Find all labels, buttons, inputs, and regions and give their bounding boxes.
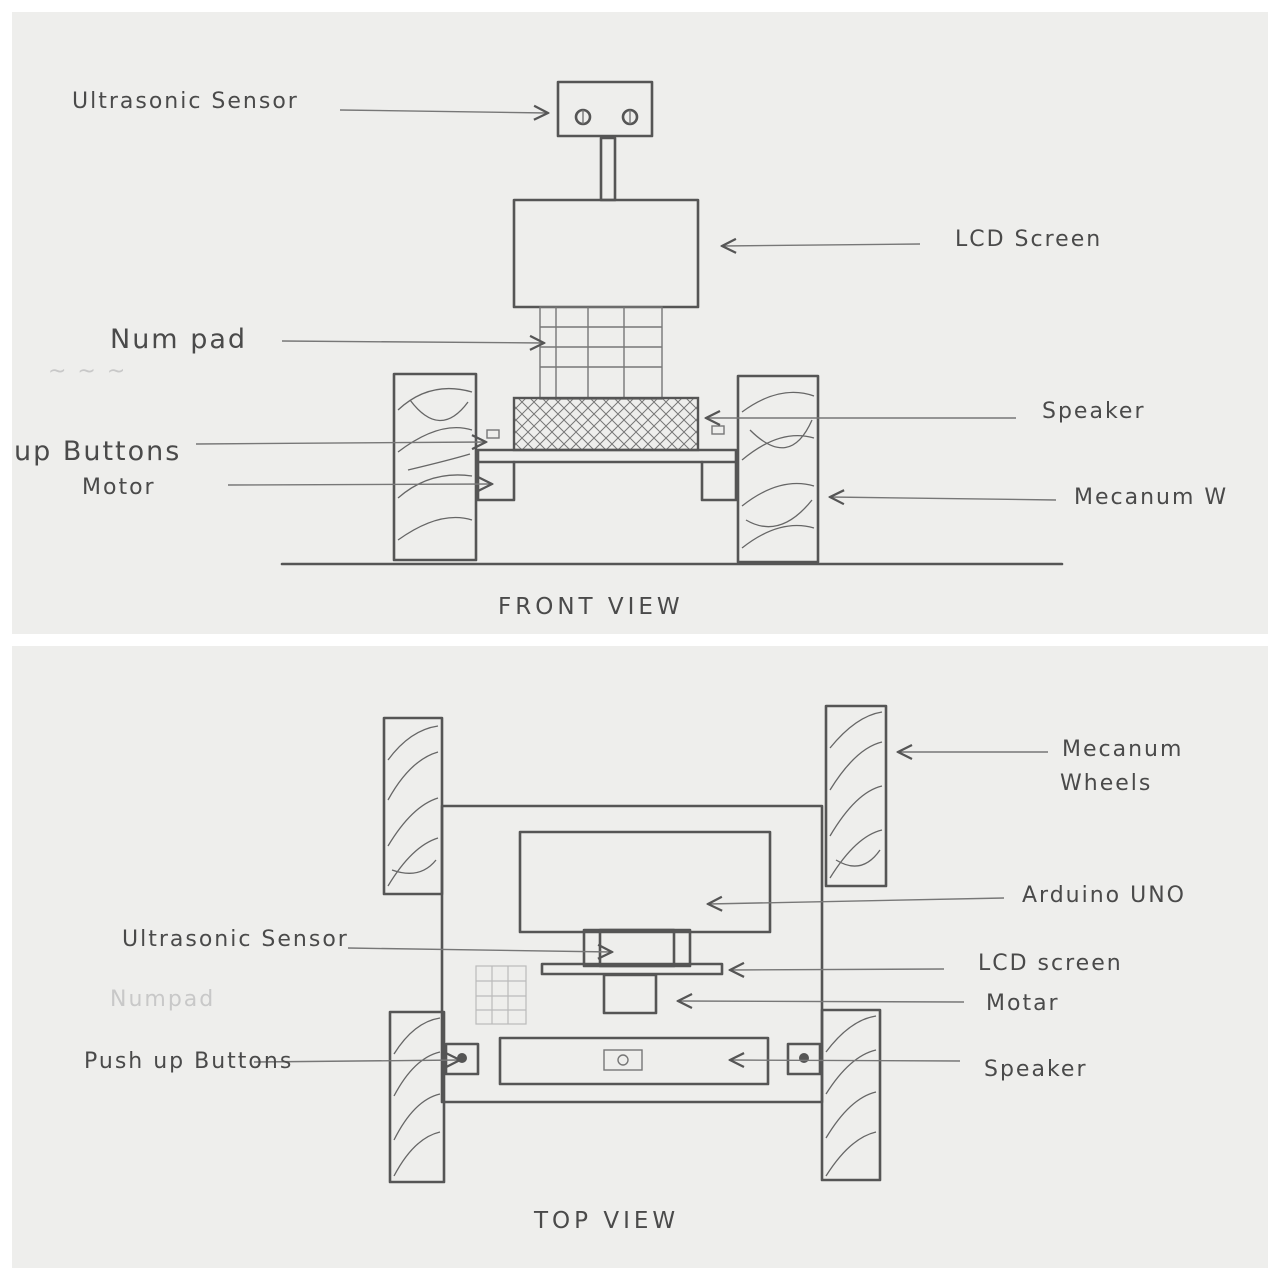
top-view-panel [12, 646, 1268, 1268]
top-label-mecanum-wheels-line1: Mecanum [1062, 737, 1183, 762]
front-motor-right [700, 460, 738, 502]
top-push-button-left [444, 1042, 480, 1076]
top-label-mecanum-wheels-line2: Wheels [1060, 771, 1152, 796]
front-lcd-screen [512, 198, 700, 309]
front-label-speaker: Speaker [1042, 399, 1145, 424]
front-ultrasonic-sensor [556, 80, 654, 138]
front-view-panel [12, 12, 1268, 634]
top-view-title: TOP VIEW [533, 1208, 679, 1234]
top-wheel-rear-left [388, 1010, 446, 1184]
top-numpad [475, 965, 527, 1025]
front-wheel-right [736, 374, 820, 564]
top-motor [602, 973, 658, 1015]
top-label-motor: Motar [986, 991, 1060, 1016]
front-label-push-buttons: up Buttons [14, 436, 181, 467]
top-push-button-right [786, 1042, 822, 1076]
front-motor-left [476, 460, 516, 502]
front-numpad [539, 306, 663, 400]
front-ghost-text-1: ~ ~ ~ [48, 359, 127, 384]
front-label-mecanum-wheels: Mecanum W [1074, 485, 1228, 510]
top-label-lcd-screen: LCD screen [978, 951, 1123, 976]
top-label-speaker: Speaker [984, 1057, 1087, 1082]
top-wheel-rear-right [820, 1008, 882, 1182]
front-view-title: FRONT VIEW [498, 594, 684, 620]
front-label-numpad: Num pad [110, 324, 247, 355]
front-label-lcd-screen: LCD Screen [955, 227, 1102, 252]
top-chassis-frame [440, 804, 824, 1104]
front-view-drawing: ~ ~ ~ [48, 80, 1064, 566]
top-arduino-uno [518, 830, 772, 934]
front-chassis-plate [476, 448, 738, 464]
top-wheel-front-left [382, 716, 444, 896]
front-sensor-post [599, 136, 617, 202]
top-label-numpad: Numpad [110, 987, 215, 1012]
top-label-ultrasonic-sensor: Ultrasonic Sensor [122, 927, 349, 952]
top-view-drawing [253, 704, 1048, 1184]
front-label-motor: Motor [82, 475, 156, 500]
front-speaker [512, 396, 700, 452]
front-push-button-left [486, 429, 500, 439]
top-label-push-buttons: Push up Buttons [84, 1049, 293, 1074]
top-speaker [498, 1036, 770, 1086]
top-wheel-front-right [824, 704, 888, 888]
front-push-button-right [711, 425, 725, 435]
top-label-arduino-uno: Arduino UNO [1022, 883, 1186, 908]
front-wheel-left [392, 372, 478, 562]
front-label-ultrasonic-sensor: Ultrasonic Sensor [72, 89, 299, 114]
